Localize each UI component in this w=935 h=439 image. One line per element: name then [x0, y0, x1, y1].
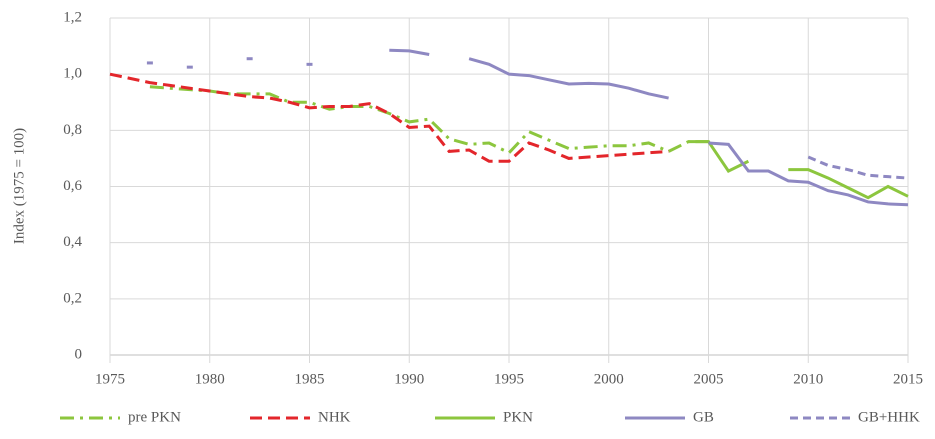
x-tick-label: 1995 — [494, 371, 524, 387]
line-series — [109, 72, 669, 163]
line-series — [788, 168, 909, 200]
x-tick-label: 1985 — [295, 371, 325, 387]
legend-label: pre PKN — [128, 409, 181, 425]
y-tick-label: 0,8 — [63, 122, 82, 138]
line-series — [708, 141, 909, 207]
x-tick-label: 2010 — [793, 371, 823, 387]
line-series — [468, 57, 669, 100]
line-series — [688, 140, 750, 173]
x-tick-label: 2000 — [594, 371, 624, 387]
legend-label: NHK — [318, 409, 351, 425]
legend-label: GB+HHK — [858, 409, 920, 425]
y-tick-label: 1,2 — [63, 9, 82, 25]
line-series — [389, 48, 430, 56]
legend-label: PKN — [503, 409, 533, 425]
x-tick-label: 2005 — [694, 371, 724, 387]
y-axis-label: Index (1975 = 100) — [11, 128, 27, 244]
y-tick-label: 0,6 — [63, 178, 82, 194]
x-tick-label: 1990 — [394, 371, 424, 387]
x-tick-label: 2015 — [893, 371, 923, 387]
y-tick-label: 0,4 — [63, 234, 82, 250]
y-tick-label: 0,2 — [63, 290, 82, 306]
x-tick-label: 1980 — [195, 371, 225, 387]
legend-label: GB — [693, 409, 714, 425]
line-series — [807, 155, 909, 180]
y-tick-label: 0 — [75, 346, 83, 362]
x-tick-label: 1975 — [95, 371, 125, 387]
line-series — [149, 85, 709, 155]
y-tick-label: 1,0 — [63, 66, 82, 82]
